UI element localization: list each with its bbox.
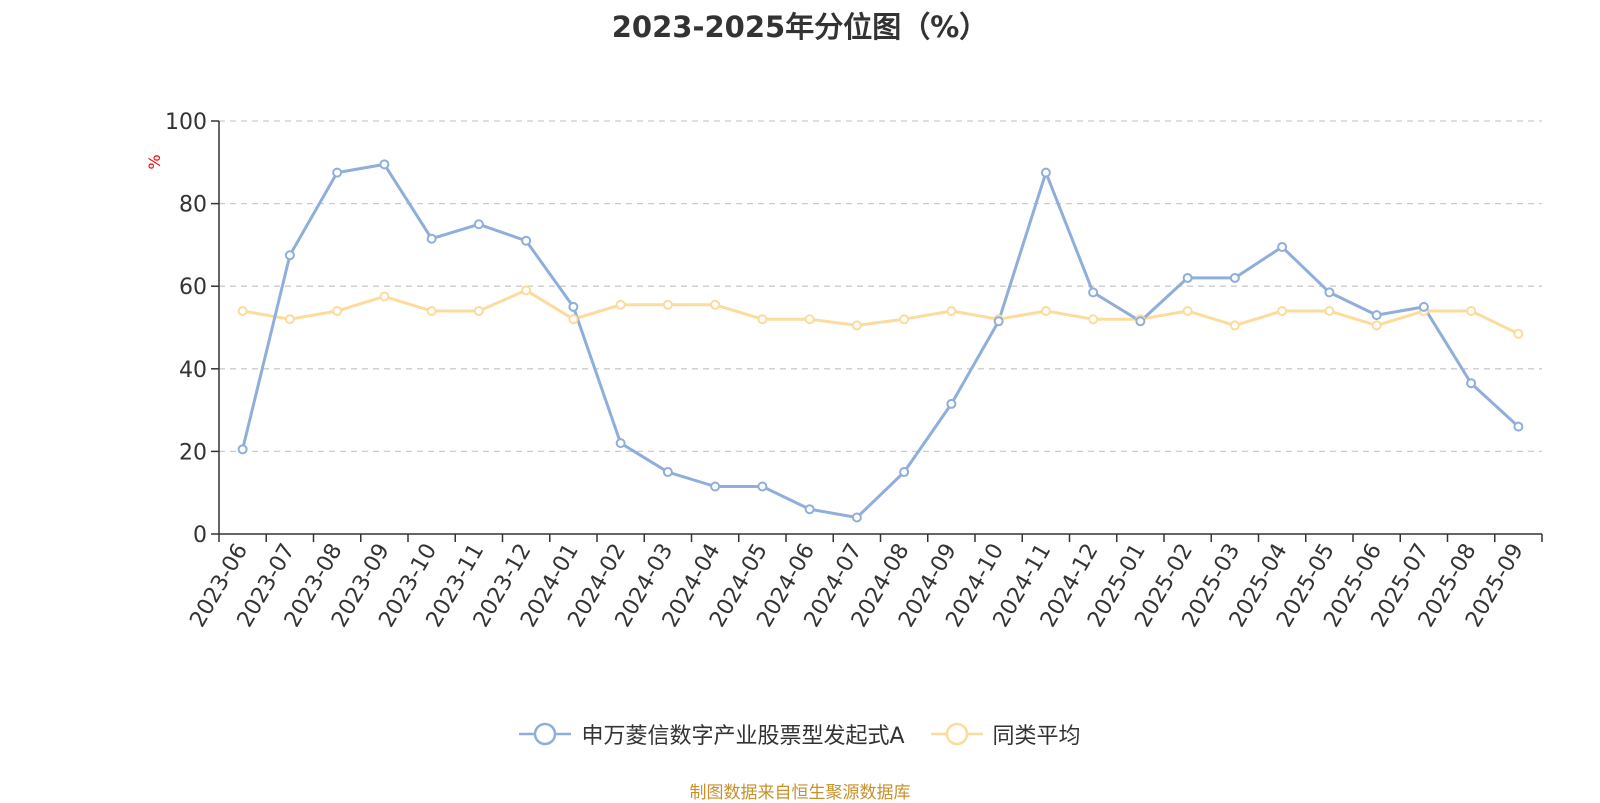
point-series-a-2023-10 [426, 233, 437, 244]
point-series-a-2023-07 [284, 250, 295, 261]
legend-item-series-a[interactable]: 申万菱信数字产业股票型发起式A [519, 718, 905, 750]
point-series-b-2024-07 [851, 320, 862, 331]
point-series-b-2024-06 [804, 314, 815, 325]
point-series-b-2025-08 [1466, 305, 1477, 316]
point-series-b-2023-10 [426, 305, 437, 316]
point-series-a-2025-07 [1418, 301, 1429, 312]
point-series-b-2024-08 [899, 314, 910, 325]
point-series-b-2025-06 [1371, 320, 1382, 331]
point-series-b-2024-09 [946, 305, 957, 316]
y-tick-label-40: 40 [179, 358, 207, 383]
legend-item-series-b[interactable]: 同类平均 [930, 718, 1081, 750]
point-series-a-2023-11 [473, 219, 484, 230]
point-series-b-2025-09 [1513, 328, 1524, 339]
series-line-series-b [242, 288, 1520, 336]
point-series-a-2025-04 [1277, 241, 1288, 252]
point-series-b-2023-08 [332, 305, 343, 316]
point-series-a-2024-08 [899, 467, 910, 478]
point-series-b-2025-02 [1182, 305, 1193, 316]
grid-lines [219, 120, 1542, 453]
y-tick-label-60: 60 [179, 275, 207, 300]
point-series-b-2025-05 [1324, 305, 1335, 316]
point-series-a-2025-02 [1182, 272, 1193, 283]
y-tick-label-0: 0 [193, 523, 207, 548]
point-series-b-2024-12 [1088, 314, 1099, 325]
point-series-b-2024-01 [568, 314, 579, 325]
source-note: 制图数据来自恒生聚源数据库 [689, 783, 911, 803]
point-series-a-2025-01 [1135, 316, 1146, 327]
point-series-a-2025-08 [1466, 378, 1477, 389]
point-series-b-2024-04 [710, 299, 721, 310]
y-tick-label-100: 100 [165, 110, 207, 135]
point-series-a-2023-12 [521, 235, 532, 246]
point-series-a-2024-01 [568, 301, 579, 312]
point-series-b-2023-07 [284, 314, 295, 325]
point-series-a-2024-11 [1040, 167, 1051, 178]
point-series-a-2025-03 [1229, 272, 1240, 283]
point-series-b-2024-02 [615, 299, 626, 310]
legend-label-series-a: 申万菱信数字产业股票型发起式A [581, 724, 905, 749]
point-series-a-2024-02 [615, 438, 626, 449]
point-series-b-2023-06 [237, 305, 248, 316]
point-series-b-2025-04 [1277, 305, 1288, 316]
point-series-b-2023-11 [473, 305, 484, 316]
legend-marker-series-a [519, 722, 572, 746]
point-series-a-2024-06 [804, 504, 815, 515]
point-series-a-2024-03 [662, 467, 673, 478]
point-series-a-2024-07 [851, 512, 862, 523]
point-series-a-2023-09 [379, 159, 390, 170]
axes: 0204060801002023-062023-072023-082023-09… [165, 110, 1543, 632]
y-axis-label: % [145, 154, 164, 169]
point-series-b-2024-03 [662, 299, 673, 310]
point-series-b-2023-09 [379, 291, 390, 302]
series-line-series-a [241, 162, 1520, 519]
series-lines [241, 162, 1520, 519]
point-series-a-2023-08 [332, 167, 343, 178]
point-series-a-2025-06 [1371, 310, 1382, 321]
legend-marker-series-b [930, 722, 983, 746]
chart-title: 2023-2025年分位图（%） [611, 10, 989, 44]
legend-label-series-b: 同类平均 [992, 724, 1081, 749]
y-tick-label-80: 80 [179, 193, 207, 218]
legend: 申万菱信数字产业股票型发起式A 同类平均 [0, 718, 1600, 750]
point-series-a-2023-06 [237, 444, 248, 455]
point-series-b-2023-12 [521, 285, 532, 296]
point-series-a-2025-05 [1324, 287, 1335, 298]
point-series-b-2024-11 [1040, 305, 1051, 316]
point-series-a-2024-05 [757, 481, 768, 492]
series-points [237, 159, 1524, 523]
point-series-a-2024-09 [946, 398, 957, 409]
point-series-a-2025-09 [1513, 421, 1524, 432]
point-series-a-2024-12 [1088, 287, 1099, 298]
point-series-a-2024-04 [710, 481, 721, 492]
y-tick-label-20: 20 [179, 440, 207, 465]
point-series-b-2025-03 [1229, 320, 1240, 331]
point-series-b-2024-05 [757, 314, 768, 325]
point-series-a-2024-10 [993, 316, 1004, 327]
